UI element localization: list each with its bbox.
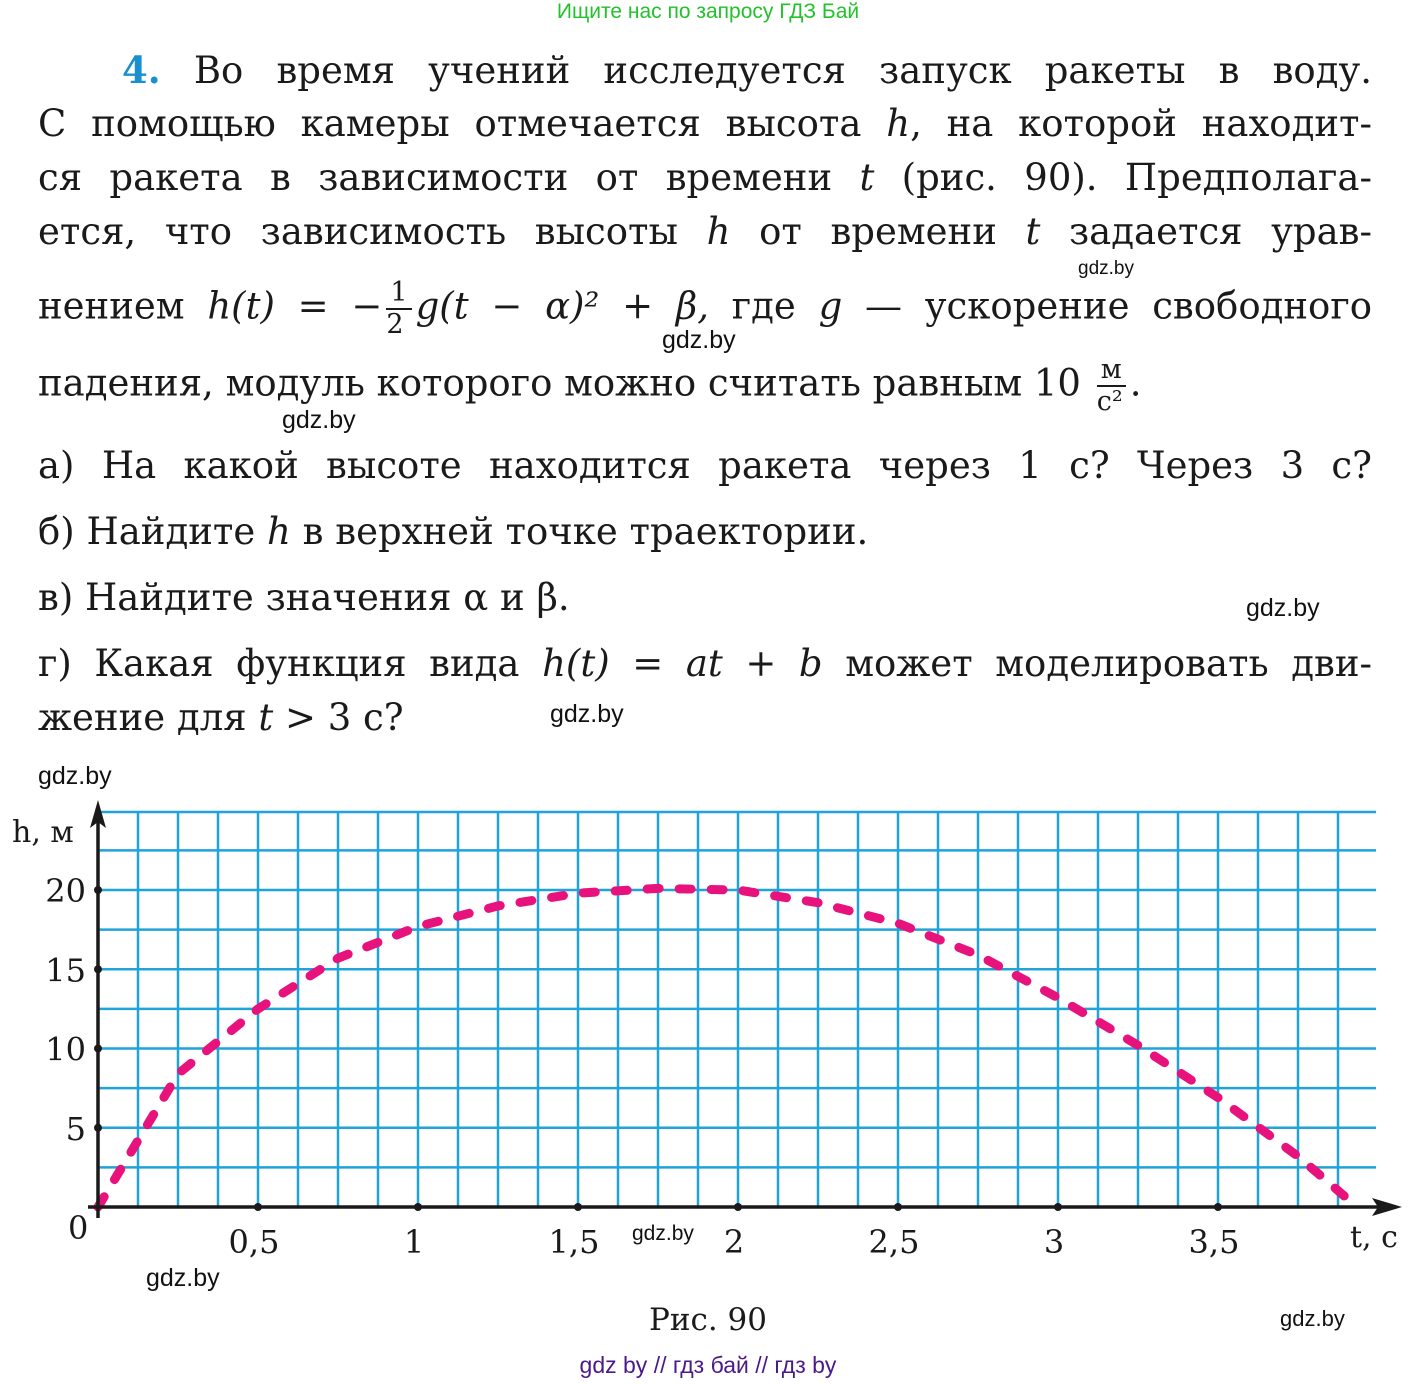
question-g: г) Какая функция вида h(t) = at + b може… (38, 642, 1372, 685)
search-banner[interactable]: Ищите нас по запросу ГДЗ Бай (556, 0, 860, 23)
footer-links[interactable]: gdz by // гдз бай // гдз by (579, 1352, 837, 1378)
watermark: gdz.by (146, 1264, 220, 1292)
trajectory-curve (93, 883, 1351, 1212)
svg-text:h, м: h, м (12, 815, 74, 850)
problem-line-2: С помощью камеры отмечается высота h, на… (38, 102, 1372, 145)
watermark: gdz.by (1078, 258, 1134, 279)
svg-text:3,5: 3,5 (1189, 1223, 1240, 1261)
svg-text:2,5: 2,5 (869, 1223, 920, 1261)
watermark: gdz.by (662, 326, 736, 354)
watermark: gdz.by (632, 1222, 694, 1245)
question-b: б) Найдите h в верхней точке траектории. (38, 510, 869, 553)
figure-caption: Рис. 90 (648, 1302, 768, 1338)
watermark: gdz.by (550, 700, 624, 728)
svg-text:3: 3 (1044, 1223, 1064, 1261)
chart-axes (88, 800, 1402, 1218)
svg-text:0: 0 (68, 1209, 88, 1247)
svg-text:1: 1 (404, 1223, 424, 1261)
watermark: gdz.by (38, 762, 112, 790)
fraction-units: м с² (1096, 355, 1126, 417)
svg-text:20: 20 (45, 872, 86, 910)
watermark: gdz.by (282, 406, 356, 434)
svg-text:15: 15 (45, 951, 86, 989)
trajectory-chart: 0,5 1 1,5 2 2,5 3 3,5 5 10 15 20 0 h, м t, с (12, 800, 1402, 1261)
formula-rhs: g(t − α)² + β, (415, 284, 709, 328)
problem-line-6: падения, модуль которого можно считать р… (38, 354, 1142, 417)
problem-line-1: 4. Во время учений исследуется запуск ра… (122, 48, 1372, 92)
problem-line-3: ся ракета в зависимости от времени t (ри… (38, 156, 1372, 199)
question-v: в) Найдите значения α и β. (38, 576, 570, 619)
problem-number: 4. (122, 48, 161, 92)
svg-text:0,5: 0,5 (229, 1223, 280, 1261)
svg-text:5: 5 (66, 1110, 86, 1148)
svg-text:10: 10 (45, 1031, 86, 1069)
problem-line-4: ется, что зависимость высоты h от времен… (38, 210, 1372, 253)
question-g-cont: жение для t > 3 с? (38, 696, 404, 739)
svg-text:1,5: 1,5 (549, 1223, 600, 1261)
svg-text:t, с: t, с (1350, 1220, 1398, 1255)
question-a: а) На какой высоте находится ракета чере… (38, 444, 1372, 487)
watermark: gdz.by (1280, 1306, 1345, 1331)
formula-lhs: h(t) = − (207, 284, 383, 328)
problem-line-5-formula: нением h(t) = −1 2 g(t − α)² + β, где g — … (38, 277, 1372, 340)
chart-grid (98, 810, 1376, 1207)
svg-text:2: 2 (724, 1223, 744, 1261)
chart-labels: 0,5 1 1,5 2 2,5 3 3,5 5 10 15 20 0 h, м t, с (12, 815, 1398, 1261)
watermark: gdz.by (1246, 594, 1320, 622)
